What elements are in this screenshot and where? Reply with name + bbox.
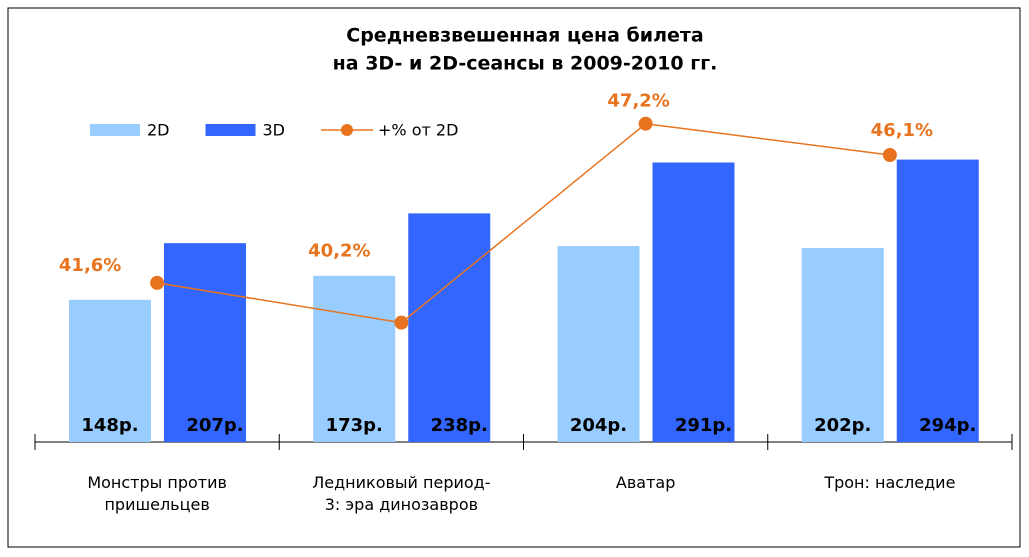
legend-label: +% от 2D — [378, 121, 458, 140]
line-point — [638, 116, 653, 131]
chart-title: Средневзвешенная цена билета — [346, 25, 703, 47]
line-point — [394, 315, 409, 330]
legend-label: 2D — [147, 121, 170, 140]
line-series — [157, 122, 890, 324]
chart-subtitle: на 3D- и 2D-сеансы в 2009-2010 гг. — [333, 53, 718, 75]
bar — [896, 159, 979, 442]
line-point — [882, 147, 897, 162]
data-label: 47,2% — [607, 91, 669, 112]
legend-marker — [341, 124, 353, 136]
data-label: 41,6% — [59, 255, 121, 276]
data-label: 46,1% — [871, 120, 933, 141]
data-label: 238р. — [431, 415, 488, 436]
bar — [164, 243, 246, 442]
data-label: 294р. — [919, 415, 976, 436]
bar — [801, 247, 884, 442]
data-label: 204р. — [570, 415, 627, 436]
bar — [69, 299, 151, 442]
line-point — [150, 275, 165, 290]
data-label: 291р. — [675, 415, 732, 436]
data-label: 207р. — [186, 415, 243, 436]
bar — [557, 246, 640, 442]
data-label: 202р. — [814, 415, 871, 436]
x-tick-label: Ледниковый период- 3: эра динозавров — [312, 473, 491, 514]
data-label: 148р. — [81, 415, 138, 436]
legend-swatch — [205, 124, 256, 136]
data-label: 40,2% — [308, 241, 370, 262]
legend-label: 3D — [263, 121, 286, 140]
x-tick-label: Монстры против пришельцев — [87, 473, 227, 514]
x-tick-label: Аватар — [615, 473, 676, 492]
bar — [652, 162, 735, 442]
x-tick-label: Трон: наследие — [824, 473, 956, 492]
data-label: 173р. — [326, 415, 383, 436]
bar — [313, 275, 396, 442]
bar — [408, 213, 491, 442]
legend-swatch — [90, 124, 140, 136]
